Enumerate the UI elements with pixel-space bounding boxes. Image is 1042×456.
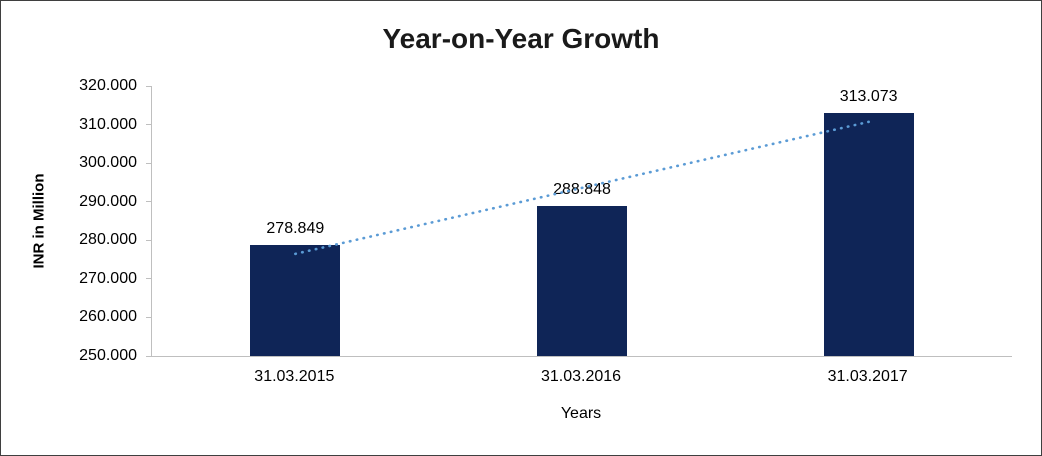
x-axis-tick-labels: 31.03.2015 31.03.2016 31.03.2017 (151, 356, 1011, 386)
bar-value-label: 313.073 (839, 87, 898, 105)
y-tick-mark (146, 316, 152, 318)
y-tick-label: 300.000 (79, 154, 137, 172)
bar-value-label: 278.849 (266, 219, 325, 237)
y-tick-mark (146, 278, 152, 280)
y-tick-label: 310.000 (79, 115, 137, 133)
x-axis-title: Years (560, 405, 602, 422)
y-tick-label: 250.000 (79, 347, 137, 364)
y-axis-tick-labels: 250.000 260.000 270.000 280.000 290.000 300.0… (1, 77, 143, 364)
x-tick-label: 31.03.2015 (254, 368, 335, 385)
y-tick-label: 320.000 (79, 77, 137, 94)
y-tick-mark (146, 85, 152, 87)
y-tick-mark (146, 355, 152, 357)
y-tick-label: 280.000 (79, 231, 137, 249)
y-tick-mark (146, 162, 152, 164)
bar (537, 206, 627, 356)
y-tick-label: 290.000 (79, 192, 137, 210)
y-tick-mark (146, 124, 152, 126)
x-tick-label: 31.03.2016 (540, 368, 622, 385)
bar (823, 112, 914, 356)
plot-area: 278.849 288.848 313.073 (146, 85, 1012, 357)
y-tick-label: 270.000 (79, 269, 137, 287)
chart-title: Year-on-Year Growth (382, 23, 660, 54)
y-tick-mark (146, 239, 152, 241)
y-tick-label: 260.000 (79, 308, 137, 326)
y-tick-mark (146, 201, 152, 203)
bar-value-label: 288.848 (553, 181, 611, 199)
bar (250, 244, 341, 356)
x-tick-label: 31.03.2017 (827, 368, 908, 385)
